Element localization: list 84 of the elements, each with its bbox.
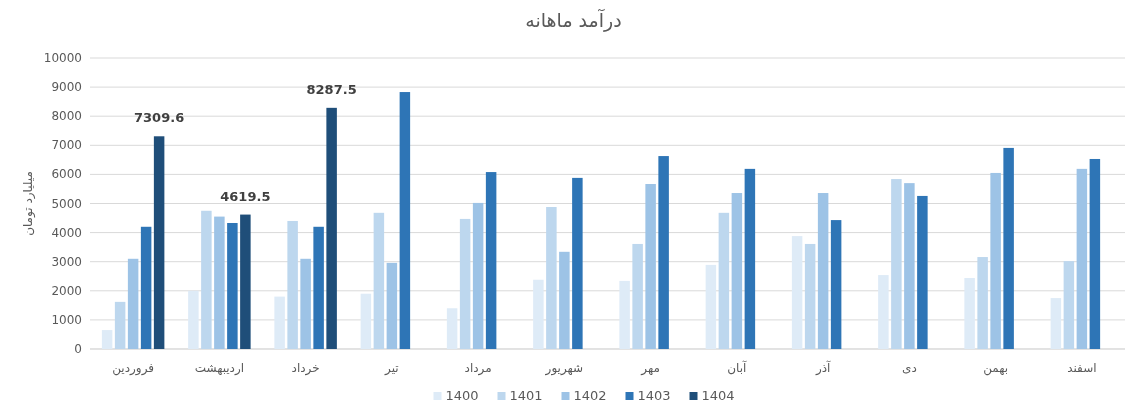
bar — [201, 210, 212, 349]
y-tick-label: 10000 — [43, 51, 82, 65]
bar — [140, 226, 152, 349]
y-tick-label: 4000 — [51, 225, 82, 240]
x-tick-label: شهریور — [544, 361, 584, 376]
legend-label: 1403 — [637, 388, 671, 403]
data-label: 4619.5 — [220, 188, 271, 204]
bar — [326, 107, 337, 349]
bar — [645, 184, 656, 349]
x-tick-label: بهمن — [983, 361, 1009, 376]
bar — [891, 179, 902, 349]
y-tick-label: 1000 — [51, 312, 82, 327]
y-tick-label: 9000 — [51, 80, 82, 95]
bar — [386, 262, 398, 349]
bar — [127, 258, 139, 349]
bar — [300, 258, 311, 349]
bar — [114, 301, 126, 349]
data-label: 8287.5 — [306, 81, 357, 97]
y-tick-label: 2000 — [51, 283, 82, 298]
y-tick-label: 0 — [74, 342, 82, 356]
bar — [718, 212, 730, 349]
bar — [731, 193, 743, 349]
bar — [1050, 298, 1062, 349]
bar — [1063, 261, 1075, 349]
bar — [804, 243, 816, 349]
bar — [817, 193, 829, 349]
y-tick-label: 3000 — [51, 254, 82, 269]
x-tick-label: اسفند — [1067, 361, 1097, 375]
bar — [990, 172, 1001, 349]
bar — [658, 156, 669, 349]
legend-label: 1401 — [509, 388, 543, 403]
bar — [904, 183, 915, 349]
bar — [878, 275, 889, 349]
y-tick-label: 6000 — [51, 167, 82, 182]
bar — [1076, 168, 1088, 349]
bar — [240, 214, 251, 349]
legend-label: 1404 — [701, 388, 735, 403]
bar — [313, 226, 324, 349]
x-tick-label: مهر — [640, 361, 660, 376]
bar — [791, 236, 803, 349]
bar — [559, 251, 570, 349]
bar — [619, 280, 630, 349]
bar — [705, 264, 717, 349]
bar — [546, 206, 557, 349]
bar — [373, 212, 385, 349]
bar — [446, 308, 458, 349]
bar — [360, 293, 372, 349]
bar — [399, 92, 411, 349]
chart-title: درآمد ماهانه — [525, 8, 622, 32]
bar — [227, 223, 238, 349]
x-tick-label: خرداد — [291, 361, 320, 376]
y-tick-label: 8000 — [51, 109, 82, 124]
bar — [632, 243, 643, 349]
bar — [101, 330, 113, 349]
legend-label: 1400 — [445, 388, 479, 403]
bar — [472, 202, 484, 349]
x-tick-label: مرداد — [464, 361, 492, 376]
bar — [188, 290, 199, 349]
bar — [274, 296, 285, 349]
bar — [977, 257, 988, 349]
bar — [287, 220, 298, 349]
x-tick-label: تیر — [384, 361, 399, 376]
bar — [1089, 158, 1101, 349]
x-tick-label: آبان — [727, 360, 748, 375]
bar — [830, 220, 842, 349]
bar — [459, 218, 471, 349]
x-tick-label: اردیبهشت — [194, 361, 245, 376]
bar — [153, 136, 165, 349]
x-tick-label: فروردین — [112, 361, 155, 376]
bar — [533, 279, 544, 349]
bar — [485, 172, 497, 349]
data-label: 7309.6 — [134, 110, 185, 126]
y-tick-label: 7000 — [51, 138, 82, 153]
bar — [1003, 147, 1014, 349]
bar — [214, 216, 225, 349]
bar — [917, 195, 928, 349]
x-tick-label: آذر — [814, 360, 832, 376]
bar — [572, 177, 583, 349]
y-axis-title: میلیارد تومان — [21, 171, 36, 236]
x-tick-label: دی — [902, 361, 917, 375]
bar — [964, 278, 975, 349]
bar — [744, 168, 756, 349]
legend-label: 1402 — [573, 388, 607, 403]
y-tick-label: 5000 — [51, 196, 82, 211]
